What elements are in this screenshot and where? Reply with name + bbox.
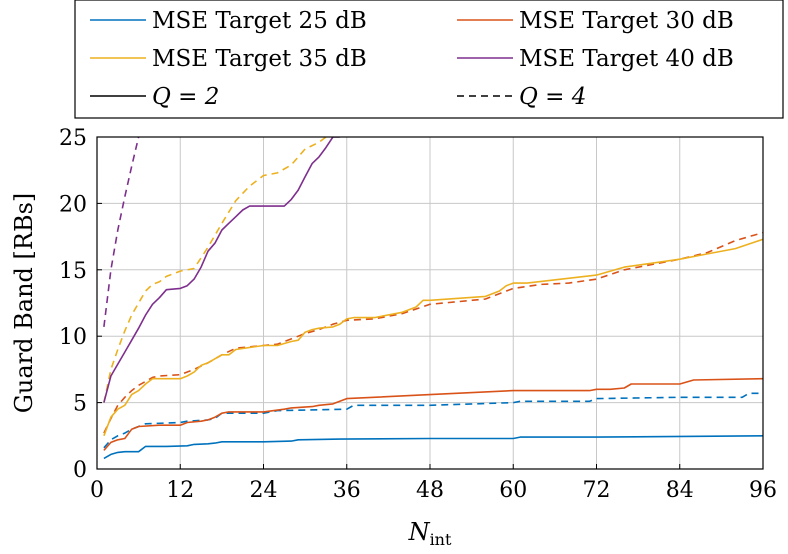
series-group: [103, 137, 763, 460]
y-tick-label-1: 5: [73, 392, 87, 417]
legend-label-0: MSE Target 25 dB: [152, 8, 367, 34]
legend-label-1: MSE Target 30 dB: [519, 8, 734, 34]
x-tick-label-5: 60: [499, 478, 527, 503]
grid: [97, 137, 763, 469]
legend-box: [74, 0, 784, 119]
series-line-7: [103, 137, 140, 327]
x-tick-label-7: 84: [666, 478, 694, 503]
y-axis-label: Guard Band [RBs]: [10, 193, 38, 414]
y-tick-label-2: 10: [59, 325, 87, 350]
legend-label-2: MSE Target 35 dB: [152, 46, 367, 72]
legend-label-3: MSE Target 40 dB: [519, 46, 734, 72]
x-tick-label-3: 36: [333, 478, 361, 503]
series-line-2: [103, 377, 763, 451]
legend: MSE Target 25 dB MSE Target 30 dB MSE Targ…: [74, 0, 784, 119]
y-tick-label-4: 20: [59, 192, 87, 217]
x-tick-label-4: 48: [416, 478, 444, 503]
x-tick-label-8: 96: [749, 478, 777, 503]
series-line-5: [103, 137, 327, 403]
series-line-0: [103, 435, 763, 460]
x-tick-label-6: 72: [583, 478, 611, 503]
x-axis-label: Nint: [408, 518, 452, 549]
series-line-4: [103, 238, 763, 437]
legend-label-5: Q = 4: [519, 84, 586, 110]
y-tick-label-0: 0: [73, 458, 87, 483]
x-axis-label-main: N: [408, 518, 431, 546]
y-tick-label-3: 15: [59, 259, 87, 284]
x-axis-label-subscript: int: [430, 530, 452, 549]
y-tick-label-5: 25: [59, 126, 87, 151]
series-line-1: [103, 392, 763, 449]
series-line-3: [103, 231, 763, 434]
x-tick-label-0: 0: [90, 478, 104, 503]
series-line-6: [103, 137, 340, 403]
x-tick-label-1: 12: [166, 478, 194, 503]
ticks: 0 12 24 36 48 60 72 84 96 0 5 10 15 20 25: [59, 126, 777, 503]
legend-label-4: Q = 2: [152, 84, 219, 110]
x-tick-label-2: 24: [250, 478, 278, 503]
